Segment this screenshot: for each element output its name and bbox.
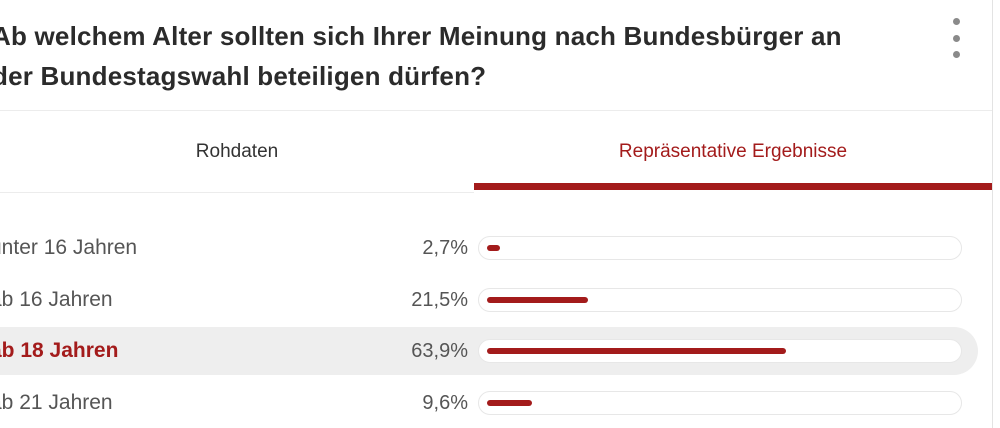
result-bar-track xyxy=(478,236,962,260)
result-bar-track xyxy=(478,391,962,415)
active-tab-indicator xyxy=(474,183,992,190)
result-bar-fill xyxy=(487,245,500,251)
result-bar-track xyxy=(478,288,962,312)
result-percent: 21,5% xyxy=(411,289,468,311)
result-bar-fill xyxy=(487,400,532,406)
result-row-16: ab 16 Jahren 21,5% xyxy=(0,276,978,324)
result-percent: 2,7% xyxy=(422,237,468,259)
result-label: ab 18 Jahren xyxy=(0,339,119,362)
question-line-1: Ab welchem Alter sollten sich Ihrer Mein… xyxy=(0,21,842,51)
result-bar-fill xyxy=(487,297,588,303)
tabs-divider xyxy=(0,192,474,193)
tab-raw-data[interactable]: Rohdaten xyxy=(195,141,279,162)
result-label: unter 16 Jahren xyxy=(0,236,138,259)
result-row-18: ab 18 Jahren 63,9% xyxy=(0,327,978,375)
result-tabs: Rohdaten Repräsentative Ergebnisse xyxy=(0,111,992,193)
header-divider xyxy=(0,110,992,111)
result-label: ab 16 Jahren xyxy=(0,288,113,311)
result-row-21: ab 21 Jahren 9,6% xyxy=(0,379,978,427)
result-percent: 63,9% xyxy=(411,340,468,362)
tab-representative-results[interactable]: Repräsentative Ergebnisse xyxy=(618,141,848,162)
question-line-2: der Bundestagswahl beteiligen dürfen? xyxy=(0,61,487,91)
result-label: ab 21 Jahren xyxy=(0,391,113,414)
result-bar-track xyxy=(478,339,962,363)
result-percent: 9,6% xyxy=(422,392,468,414)
more-options-icon[interactable] xyxy=(946,18,966,58)
result-row-under-16: unter 16 Jahren 2,7% xyxy=(0,224,978,272)
poll-question: Ab welchem Alter sollten sich Ihrer Mein… xyxy=(0,16,892,96)
result-bar-fill xyxy=(487,348,787,354)
